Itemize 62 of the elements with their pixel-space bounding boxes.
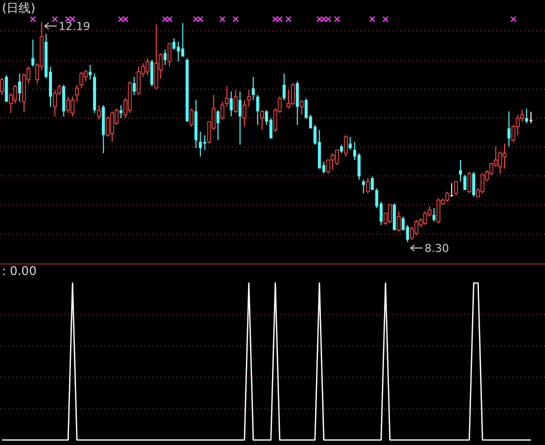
candlestick — [230, 91, 233, 117]
candlestick — [216, 110, 220, 141]
candlestick — [445, 191, 450, 202]
candlestick — [84, 70, 88, 82]
candlestick — [432, 208, 436, 222]
candlestick — [507, 110, 510, 147]
text: : 0.00 — [2, 264, 37, 278]
candlestick — [18, 72, 22, 102]
candlestick — [224, 86, 229, 108]
candlestick — [66, 96, 70, 114]
candlestick — [498, 151, 502, 174]
candlestick — [256, 94, 260, 126]
candlestick — [530, 111, 532, 124]
candlestick — [132, 76, 136, 96]
candlestick — [110, 110, 114, 142]
candlestick — [260, 110, 264, 131]
candlestick — [0, 77, 4, 96]
candlestick — [467, 171, 472, 194]
candlestick — [252, 76, 255, 101]
candlestick — [181, 22, 184, 57]
candlestick — [296, 80, 299, 126]
candlestick — [414, 219, 418, 236]
candlestick — [53, 89, 57, 117]
candlestick — [463, 174, 466, 190]
candlestick — [220, 101, 224, 120]
candlestick — [190, 108, 194, 128]
candlestick — [366, 178, 370, 194]
candlestick — [238, 91, 242, 146]
candlestick — [75, 84, 79, 102]
candlestick — [234, 89, 238, 114]
candlestick — [458, 159, 462, 182]
candlestick — [97, 104, 101, 120]
candlestick — [396, 210, 401, 232]
candlestick — [203, 134, 206, 150]
candlestick — [330, 152, 335, 171]
candlestick — [106, 116, 110, 138]
candlestick — [31, 39, 34, 68]
candlestick — [344, 134, 348, 158]
candlestick — [13, 84, 18, 104]
candlestick — [489, 162, 494, 176]
candlestick — [348, 136, 352, 150]
annotation: 12.19 — [58, 20, 90, 33]
candlestick — [454, 180, 458, 196]
candlestick — [423, 210, 428, 226]
candlestick — [525, 108, 528, 124]
candlestick — [242, 100, 246, 128]
candlestick — [120, 104, 123, 119]
candlestick — [436, 198, 440, 224]
candlestick — [150, 59, 154, 87]
candlestick — [362, 179, 365, 194]
candlestick — [472, 171, 476, 198]
candlestick — [282, 72, 286, 101]
chart-title: (日线) — [2, 1, 36, 15]
candlestick — [246, 89, 251, 108]
annotation: 8.30 — [424, 242, 450, 255]
candlestick — [450, 182, 454, 198]
candlestick — [79, 71, 84, 89]
candlestick — [370, 176, 374, 190]
candlestick — [168, 42, 172, 68]
candlestick — [164, 49, 167, 66]
candlestick — [136, 66, 141, 96]
candlestick — [176, 41, 180, 62]
